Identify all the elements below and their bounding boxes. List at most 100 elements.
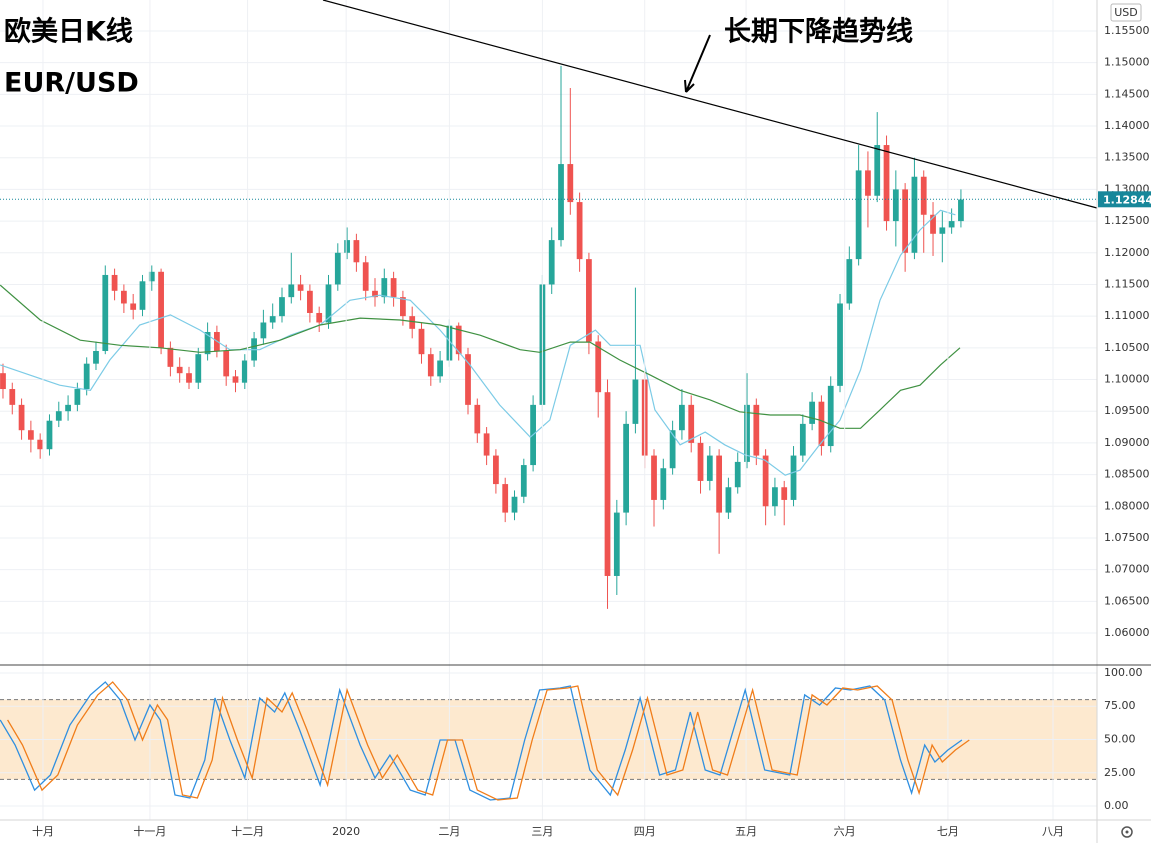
candle-body	[297, 284, 304, 291]
candle-body	[362, 262, 369, 291]
candle-body	[334, 252, 341, 285]
x-tick-label: 十二月	[231, 824, 264, 838]
candle-body	[455, 325, 462, 355]
candle-body	[158, 271, 164, 348]
y-tick-label: 75.00	[1104, 699, 1136, 712]
candle-body	[167, 347, 174, 367]
candle-body	[930, 214, 936, 234]
chart-title: 欧美日K线	[4, 16, 133, 48]
candle-body	[102, 274, 109, 352]
candle-body	[632, 379, 639, 424]
candle-body	[623, 423, 629, 513]
candle-body	[9, 389, 16, 405]
y-tick-label: 1.14000	[1104, 119, 1150, 132]
candle-body	[827, 385, 834, 447]
candle-body	[716, 455, 723, 513]
candle-body	[148, 271, 155, 282]
settings-icon[interactable]	[1121, 826, 1133, 838]
chart-subtitle: EUR/USD	[4, 68, 139, 99]
candle-body	[493, 455, 499, 485]
x-tick-label: 2020	[332, 825, 360, 838]
last-price-label: 1.12844	[1103, 193, 1151, 206]
candle-body	[520, 465, 527, 497]
candle-body	[660, 468, 667, 500]
candle-body	[65, 404, 71, 412]
candle-body	[772, 487, 778, 507]
candle-body	[483, 433, 490, 456]
candle-body	[121, 290, 127, 304]
candle-body	[697, 442, 704, 481]
x-tick-label: 五月	[735, 825, 757, 838]
candle-body	[725, 487, 732, 513]
line-series	[0, 681, 963, 801]
y-tick-label: 1.06500	[1104, 594, 1150, 607]
x-tick-label: 二月	[438, 825, 460, 838]
y-tick-label: 1.13500	[1104, 151, 1150, 164]
y-tick-label: 1.14500	[1104, 87, 1150, 100]
candle-body	[679, 404, 685, 431]
candle-body	[706, 455, 713, 481]
y-tick-label: 1.09000	[1104, 436, 1150, 449]
candle-body	[502, 484, 509, 513]
candle-body	[939, 227, 946, 234]
candle-body	[83, 363, 90, 390]
currency-box[interactable]	[1110, 3, 1142, 22]
candle-body	[269, 316, 276, 323]
candle-body	[288, 284, 295, 298]
candle-body	[316, 312, 323, 323]
candle-body	[548, 240, 555, 285]
candle-body	[130, 303, 137, 310]
candle-body	[372, 290, 378, 298]
candle-body	[958, 199, 964, 222]
moving-average	[0, 209, 956, 476]
x-tick-label: 十月	[32, 824, 54, 838]
candle-body	[93, 351, 99, 364]
x-tick-label: 八月	[1042, 825, 1064, 838]
candle-body	[307, 290, 313, 313]
candle-body	[409, 316, 416, 329]
y-tick-label: 1.06000	[1104, 626, 1150, 639]
candle-body	[892, 189, 899, 222]
candle-body	[651, 455, 657, 500]
y-tick-label: 100.00	[1104, 666, 1143, 679]
y-tick-label: 1.15000	[1104, 56, 1150, 69]
candle-body	[204, 331, 211, 355]
x-tick-label: 三月	[531, 825, 553, 838]
y-tick-label: 1.10500	[1104, 341, 1150, 354]
trend-line	[322, 0, 1098, 209]
y-tick-label: 25.00	[1104, 766, 1136, 779]
candle-body	[781, 487, 788, 500]
candle-body	[762, 455, 769, 507]
currency-label: USD	[1114, 6, 1138, 19]
candle-body	[558, 164, 564, 241]
y-tick-label: 1.11000	[1104, 309, 1150, 322]
candle-body	[186, 373, 192, 383]
candle-body	[688, 404, 695, 443]
y-tick-label: 1.10000	[1104, 373, 1150, 386]
moving-average	[0, 284, 961, 429]
candle-body	[818, 401, 825, 447]
candle-body	[465, 354, 471, 405]
candle-body	[734, 461, 741, 488]
y-tick-label: 1.08000	[1104, 499, 1150, 512]
candle-body	[232, 376, 239, 383]
candle-body	[837, 303, 843, 386]
candle-body	[595, 341, 602, 393]
candle-body	[920, 176, 927, 215]
x-tick-label: 六月	[834, 825, 856, 838]
candle-body	[27, 430, 34, 440]
candle-body	[437, 360, 443, 377]
candle-body	[790, 455, 797, 500]
candle-body	[613, 512, 620, 576]
candle-body	[744, 404, 750, 462]
candle-body	[427, 354, 434, 377]
candle-body	[474, 404, 481, 434]
candle-body	[902, 189, 909, 253]
y-tick-label: 1.09500	[1104, 404, 1150, 417]
candle-body	[948, 221, 955, 228]
candle-body	[418, 328, 425, 355]
candle-body	[0, 373, 6, 390]
last-price-box	[1098, 191, 1151, 208]
candle-body	[855, 170, 862, 260]
